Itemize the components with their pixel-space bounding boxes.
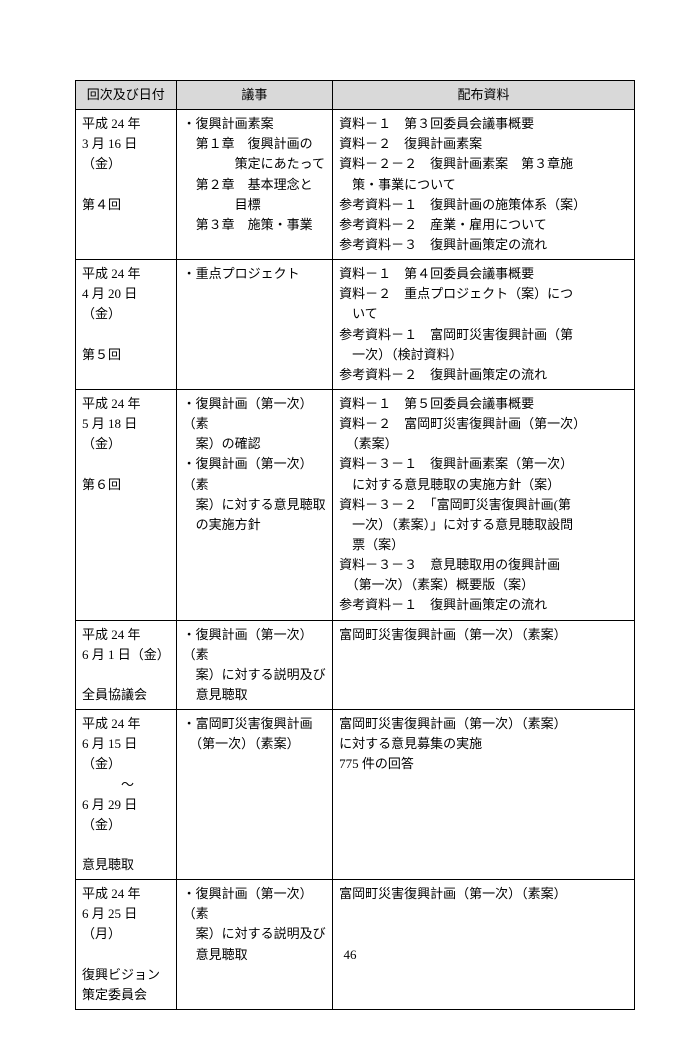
table-cell: 富岡町災害復興計画（第一次）（素案） <box>333 620 635 710</box>
cell-text: 3 月 16 日（金） <box>82 134 170 174</box>
cell-text: 第１章 復興計画の <box>183 134 327 154</box>
table-cell: 平成 24 年6 月 1 日（金） 全員協議会 <box>76 620 177 710</box>
cell-text: 参考資料－１ 復興計画の施策体系（案） <box>339 195 628 215</box>
table-cell: 富岡町災害復興計画（第一次）（素案） <box>333 880 635 1010</box>
cell-text: 資料－２ 復興計画素案 <box>339 134 628 154</box>
cell-text: 策・事業について <box>339 175 628 195</box>
cell-text: 第６回 <box>82 475 170 495</box>
cell-text: 参考資料－２ 復興計画策定の流れ <box>339 365 628 385</box>
header-col-3: 配布資料 <box>333 81 635 110</box>
cell-text: 復興ビジョン <box>82 965 170 985</box>
cell-text: 参考資料－２ 産業・雇用について <box>339 215 628 235</box>
cell-text: 平成 24 年 <box>82 625 170 645</box>
cell-text: 平成 24 年 <box>82 714 170 734</box>
table-cell: 資料－１ 第５回委員会議事概要資料－２ 富岡町災害復興計画（第一次） （素案）資… <box>333 389 635 620</box>
cell-text: 資料－１ 第３回委員会議事概要 <box>339 114 628 134</box>
table-cell: ・復興計画（第一次）（素 案）に対する説明及び 意見聴取 <box>176 620 333 710</box>
cell-text: いて <box>339 304 628 324</box>
cell-text: に対する意見聴取の実施方針（案） <box>339 475 628 495</box>
table-cell: ・重点プロジェクト <box>176 260 333 390</box>
table-cell: 平成 24 年6 月 15 日 （金） ～6 月 29 日（金） 意見聴取 <box>76 710 177 880</box>
cell-text: 一次）（素案）」に対する意見聴取設問 <box>339 515 628 535</box>
table-cell: 平成 24 年5 月 18 日（金） 第６回 <box>76 389 177 620</box>
cell-text: （素案） <box>339 434 628 454</box>
cell-text: ・復興計画（第一次）（素 <box>183 884 327 924</box>
cell-text: の実施方針 <box>183 515 327 535</box>
cell-text: 資料－２ 富岡町災害復興計画（第一次） <box>339 414 628 434</box>
cell-text: 資料－３－１ 復興計画素案（第一次） <box>339 454 628 474</box>
cell-text: 資料－３－２ 「富岡町災害復興計画(第 <box>339 495 628 515</box>
cell-text: 案）に対する意見聴取 <box>183 495 327 515</box>
table-cell: ・富岡町災害復興計画 （第一次）（素案） <box>176 710 333 880</box>
cell-text: 6 月 1 日（金） <box>82 645 170 665</box>
cell-text: 平成 24 年 <box>82 114 170 134</box>
cell-text: 775 件の回答 <box>339 754 628 774</box>
cell-text: 意見聴取 <box>82 855 170 875</box>
cell-text: ・復興計画（第一次）（素 <box>183 625 327 665</box>
cell-text: 5 月 18 日（金） <box>82 414 170 454</box>
cell-text: 資料－３－３ 意見聴取用の復興計画 <box>339 555 628 575</box>
cell-text: 目標 <box>183 195 327 215</box>
cell-text: ・重点プロジェクト <box>183 264 327 284</box>
header-col-1: 回次及び日付 <box>76 81 177 110</box>
cell-text: （第一次）（素案） <box>183 734 327 754</box>
table-row: 平成 24 年6 月 25 日（月）復興ビジョン策定委員会・復興計画（第一次）（… <box>76 880 635 1010</box>
cell-text: 意見聴取 <box>183 685 327 705</box>
header-col-2: 議事 <box>176 81 333 110</box>
cell-text: 資料－２ 重点プロジェクト（案）につ <box>339 284 628 304</box>
table-row: 平成 24 年6 月 15 日 （金） ～6 月 29 日（金）意見聴取・富岡町… <box>76 710 635 880</box>
table-cell: ・復興計画（第一次）（素 案）の確認・復興計画（第一次）（素 案）に対する意見聴… <box>176 389 333 620</box>
cell-text: 一次）（検討資料） <box>339 345 628 365</box>
cell-text: 富岡町災害復興計画（第一次）（素案） <box>339 884 628 904</box>
cell-text: 平成 24 年 <box>82 884 170 904</box>
table-cell: 平成 24 年6 月 25 日（月） 復興ビジョン策定委員会 <box>76 880 177 1010</box>
cell-text: 富岡町災害復興計画（第一次）（素案） <box>339 625 628 645</box>
cell-text: ・富岡町災害復興計画 <box>183 714 327 734</box>
cell-text: 案）に対する説明及び <box>183 665 327 685</box>
cell-text: 資料－２－２ 復興計画素案 第３章施 <box>339 154 628 174</box>
table-cell: 資料－１ 第３回委員会議事概要資料－２ 復興計画素案資料－２－２ 復興計画素案 … <box>333 110 635 260</box>
cell-text: 6 月 25 日（月） <box>82 904 170 944</box>
table-cell: 資料－１ 第４回委員会議事概要資料－２ 重点プロジェクト（案）につ いて参考資料… <box>333 260 635 390</box>
cell-text: 富岡町災害復興計画（第一次）（素案） <box>339 714 628 734</box>
cell-text: 資料－１ 第５回委員会議事概要 <box>339 394 628 414</box>
cell-text: 参考資料－３ 復興計画策定の流れ <box>339 235 628 255</box>
cell-text: ・復興計画（第一次）（素 <box>183 454 327 494</box>
cell-text: 第２章 基本理念と <box>183 175 327 195</box>
cell-text: 資料－１ 第４回委員会議事概要 <box>339 264 628 284</box>
cell-text: 6 月 15 日 （金） <box>82 734 170 774</box>
cell-text: 案）の確認 <box>183 434 327 454</box>
table-cell: ・復興計画素案 第１章 復興計画の 策定にあたって 第２章 基本理念と 目標 第… <box>176 110 333 260</box>
cell-text: （第一次）（素案）概要版（案） <box>339 575 628 595</box>
cell-text: 参考資料－１ 富岡町災害復興計画（第 <box>339 325 628 345</box>
cell-text: ～ <box>82 775 170 795</box>
table-cell: 富岡町災害復興計画（第一次）（素案）に対する意見募集の実施775 件の回答 <box>333 710 635 880</box>
cell-text: 参考資料－１ 復興計画策定の流れ <box>339 595 628 615</box>
table-cell: 平成 24 年4 月 20 日（金） 第５回 <box>76 260 177 390</box>
cell-text: 第４回 <box>82 195 170 215</box>
cell-text: 平成 24 年 <box>82 394 170 414</box>
minutes-table: 回次及び日付 議事 配布資料 平成 24 年3 月 16 日（金）第４回・復興計… <box>75 80 635 1010</box>
cell-text: 策定にあたって <box>183 154 327 174</box>
page-number: 46 <box>0 947 700 963</box>
table-header-row: 回次及び日付 議事 配布資料 <box>76 81 635 110</box>
cell-text: 第５回 <box>82 345 170 365</box>
cell-text: に対する意見募集の実施 <box>339 734 628 754</box>
cell-text: 第３章 施策・事業 <box>183 215 327 235</box>
cell-text: 策定委員会 <box>82 985 170 1005</box>
cell-text: ・復興計画素案 <box>183 114 327 134</box>
table-row: 平成 24 年4 月 20 日（金） 第５回 ・重点プロジェクト資料－１ 第４回委員… <box>76 260 635 390</box>
cell-text: 全員協議会 <box>82 685 170 705</box>
table-row: 平成 24 年3 月 16 日（金）第４回・復興計画素案 第１章 復興計画の 策… <box>76 110 635 260</box>
cell-text: 4 月 20 日（金） <box>82 284 170 324</box>
table-row: 平成 24 年5 月 18 日（金）第６回・復興計画（第一次）（素 案）の確認・… <box>76 389 635 620</box>
table-row: 平成 24 年6 月 1 日（金） 全員協議会・復興計画（第一次）（素 案）に対す… <box>76 620 635 710</box>
table-cell: 平成 24 年3 月 16 日（金） 第４回 <box>76 110 177 260</box>
cell-text: 票（案） <box>339 535 628 555</box>
table-cell: ・復興計画（第一次）（素 案）に対する説明及び 意見聴取 <box>176 880 333 1010</box>
cell-text: ・復興計画（第一次）（素 <box>183 394 327 434</box>
cell-text: 平成 24 年 <box>82 264 170 284</box>
cell-text: 案）に対する説明及び <box>183 924 327 944</box>
cell-text: 6 月 29 日（金） <box>82 795 170 835</box>
